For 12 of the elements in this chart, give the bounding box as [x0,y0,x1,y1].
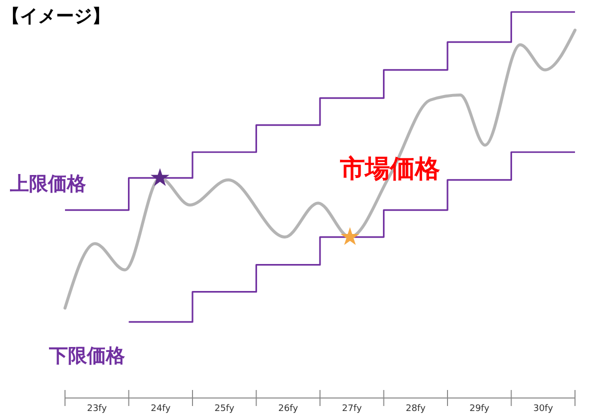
series-label: 上限価格 [9,173,87,196]
x-tick-label: 27fy [342,404,362,414]
x-tick-label: 26fy [278,404,299,414]
x-tick-label: 23fy [86,404,108,414]
x-tick-label: 30fy [533,404,554,414]
x-tick-label: 29fy [469,404,490,414]
series-label: 下限価格 [48,344,126,367]
x-tick-label: 28fy [406,404,426,414]
chart-title: 【イメージ】 [2,6,110,27]
x-tick-label: 25fy [214,404,235,414]
x-tick-label: 24fy [150,404,172,414]
series-label: 市場価格 [338,154,440,184]
